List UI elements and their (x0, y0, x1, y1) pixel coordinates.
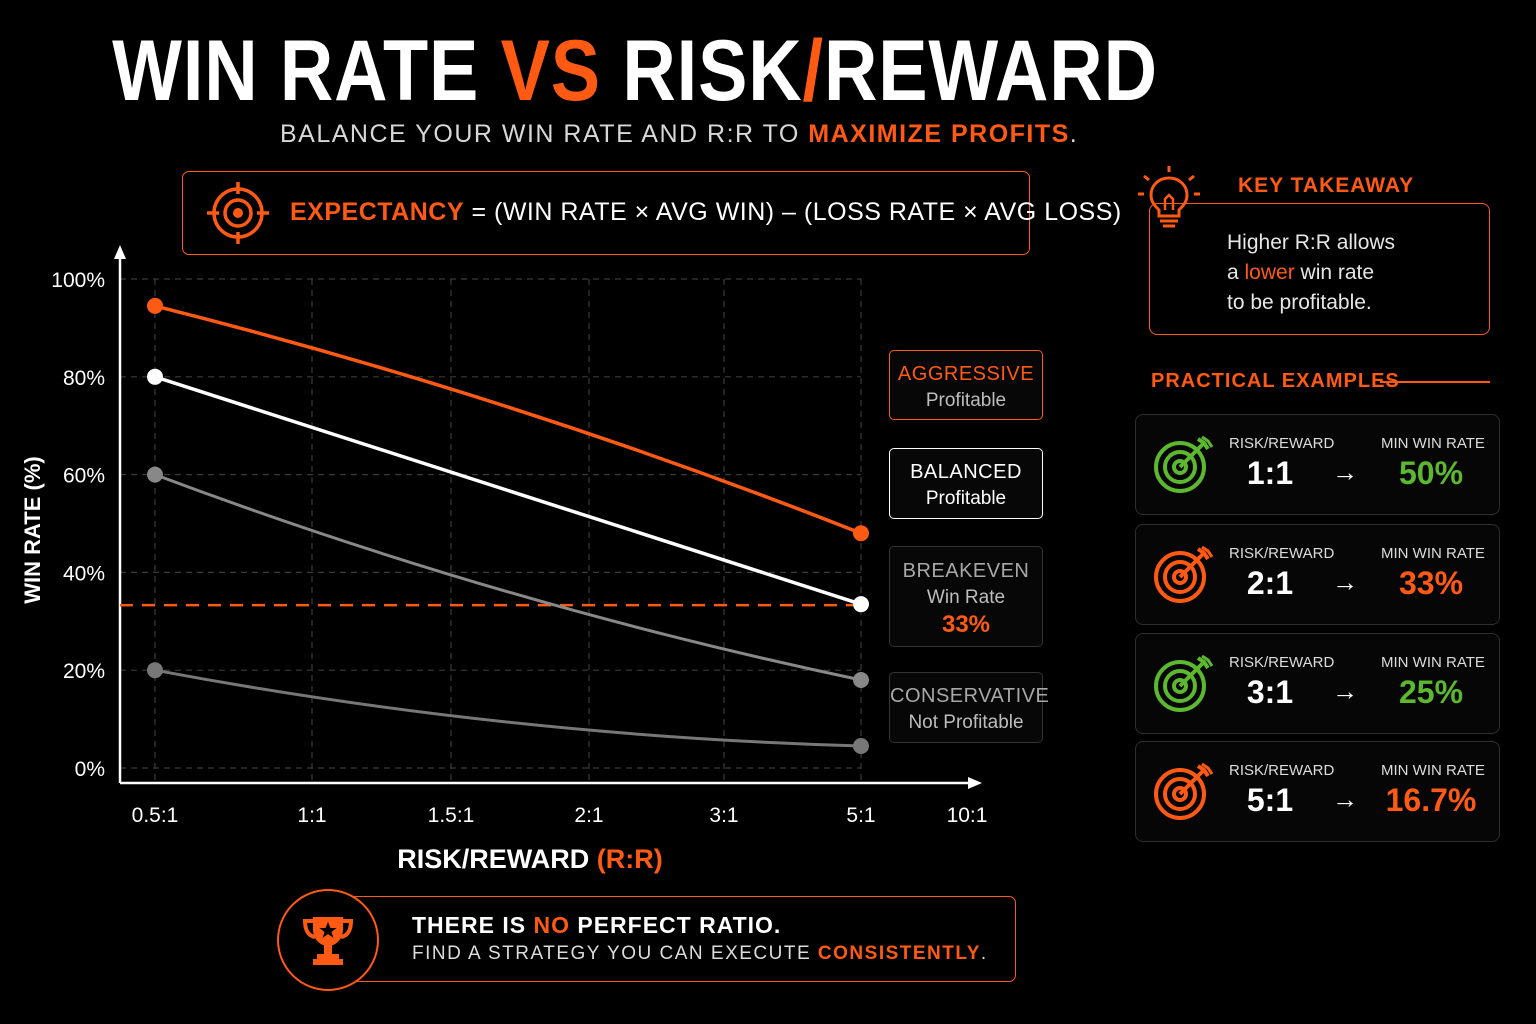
data-point-balanced (147, 368, 163, 385)
target-arrow-icon (1154, 762, 1214, 820)
min-win-rate-value: 16.7% (1385, 782, 1477, 818)
chart-grid (120, 278, 862, 783)
arrow-icon: → (1332, 567, 1358, 597)
data-point-aggressive (147, 297, 163, 314)
y-tick-label: 60% (63, 465, 105, 488)
data-point-conservative (147, 662, 163, 679)
legend-conservative: CONSERVATIVE Not Profitable (889, 672, 1050, 743)
data-point-conservative (853, 737, 869, 754)
y-axis-label: WIN RATE (%) (20, 456, 45, 603)
data-point-breakeven (147, 466, 163, 483)
page-title: WIN RATE VS RISK/REWARD (112, 23, 1158, 119)
footer-line-1: THERE IS NO PERFECT RATIO. (412, 912, 782, 938)
x-tick-label: 10:1 (947, 804, 988, 827)
chart-ticks: 0% 20% 40% 60% 80% 100% 0.5:1 1:1 1.5:1 2:1 3:1 5:1… (51, 269, 987, 827)
page-subtitle: BALANCE YOUR WIN RATE AND R:R TO MAXIMIZ… (280, 120, 1079, 148)
takeaway-line-2: a lower win rate (1227, 261, 1375, 284)
y-tick-label: 80% (63, 367, 105, 390)
y-tick-label: 40% (63, 562, 105, 585)
chart-axes (114, 245, 982, 789)
rr-value: 2:1 (1246, 565, 1294, 601)
target-arrow-icon (1154, 545, 1214, 603)
rr-value: 5:1 (1246, 782, 1294, 818)
legend-aggressive-title: AGGRESSIVE (897, 363, 1035, 385)
key-takeaway-box (1149, 203, 1490, 335)
x-tick-label: 1.5:1 (428, 804, 475, 827)
min-win-rate-label: MIN WIN RATE (1381, 435, 1485, 452)
data-point-aggressive (853, 525, 869, 542)
x-axis-arrow (968, 777, 982, 789)
practical-examples-heading: PRACTICAL EXAMPLES (1151, 370, 1400, 392)
rr-value: 3:1 (1246, 674, 1294, 710)
y-axis-arrow (114, 245, 126, 259)
formula-text: EXPECTANCY = (WIN RATE × AVG WIN) – (LOS… (290, 198, 1122, 226)
example-card: RISK/REWARD 1:1 → MIN WIN RATE 50% (1135, 414, 1500, 515)
min-win-rate-value: 33% (1398, 565, 1464, 601)
data-point-balanced (853, 596, 869, 613)
legend-aggressive-sub: Profitable (925, 390, 1007, 411)
x-tick-label: 5:1 (846, 804, 875, 827)
min-win-rate-label: MIN WIN RATE (1381, 762, 1485, 779)
min-win-rate-label: MIN WIN RATE (1381, 654, 1485, 671)
rr-label: RISK/REWARD (1229, 545, 1335, 562)
x-tick-label: 2:1 (574, 804, 603, 827)
rr-value: 1:1 (1246, 455, 1294, 491)
x-tick-label: 0.5:1 (132, 804, 179, 827)
rr-label: RISK/REWARD (1229, 435, 1335, 452)
example-card: RISK/REWARD 2:1 → MIN WIN RATE 33% (1135, 524, 1500, 625)
legend-conservative-sub: Not Profitable (908, 712, 1024, 733)
target-arrow-icon (1154, 435, 1214, 493)
legend-balanced-title: BALANCED (910, 461, 1022, 483)
legend-balanced: BALANCED Profitable (889, 448, 1043, 519)
legend-balanced-sub: Profitable (925, 488, 1007, 509)
trophy-icon (302, 917, 354, 965)
arrow-icon: → (1332, 784, 1358, 814)
y-tick-label: 0% (75, 758, 105, 781)
x-axis-label: RISK/REWARD (R:R) (397, 844, 663, 874)
legend-breakeven-title: BREAKEVEN (902, 560, 1030, 582)
expectancy-formula-box: EXPECTANCY = (WIN RATE × AVG WIN) – (LOS… (182, 171, 1121, 255)
footer-box (330, 896, 1016, 982)
series-line-aggressive (154, 304, 862, 535)
rr-label: RISK/REWARD (1229, 762, 1335, 779)
arrow-icon: → (1332, 457, 1358, 487)
min-win-rate-label: MIN WIN RATE (1381, 545, 1485, 562)
heading-divider (1380, 381, 1490, 383)
footer-line-2: FIND A STRATEGY YOU CAN EXECUTE CONSISTE… (412, 943, 988, 964)
legend-breakeven-value: 33% (941, 611, 991, 638)
rr-label: RISK/REWARD (1229, 654, 1335, 671)
series-line-breakeven (154, 473, 862, 682)
target-icon (207, 182, 269, 244)
x-tick-label: 1:1 (297, 804, 326, 827)
key-takeaway-text: Higher R:R allows a lower win rate to be… (1227, 228, 1395, 318)
legend-conservative-title: CONSERVATIVE (890, 685, 1050, 707)
series-line-balanced (154, 375, 862, 606)
win-rate-chart: 0% 20% 40% 60% 80% 100% 0.5:1 1:1 1.5:1 2:1 3:1 5:1… (20, 245, 987, 874)
y-tick-label: 20% (63, 660, 105, 683)
legend-aggressive: AGGRESSIVE Profitable (889, 350, 1043, 420)
legend-breakeven: BREAKEVEN Win Rate 33% (889, 546, 1043, 647)
series-line-conservative (154, 668, 862, 748)
key-takeaway-heading: KEY TAKEAWAY (1238, 174, 1415, 197)
takeaway-line-1: Higher R:R allows (1227, 231, 1396, 254)
example-card: RISK/REWARD 5:1 → MIN WIN RATE 16.7% (1135, 741, 1500, 842)
lightbulb-icon (1138, 166, 1200, 228)
chart-series (147, 297, 869, 754)
data-point-breakeven (853, 671, 869, 688)
legend-breakeven-sub: Win Rate (926, 587, 1006, 608)
target-arrow-icon (1154, 654, 1214, 712)
x-tick-label: 3:1 (709, 804, 738, 827)
takeaway-line-3: to be profitable. (1227, 291, 1372, 314)
example-card: RISK/REWARD 3:1 → MIN WIN RATE 25% (1135, 633, 1500, 734)
y-tick-label: 100% (51, 269, 105, 292)
footer-icon-circle (277, 889, 379, 991)
min-win-rate-value: 25% (1398, 674, 1464, 710)
arrow-icon: → (1332, 676, 1358, 706)
min-win-rate-value: 50% (1398, 455, 1464, 491)
